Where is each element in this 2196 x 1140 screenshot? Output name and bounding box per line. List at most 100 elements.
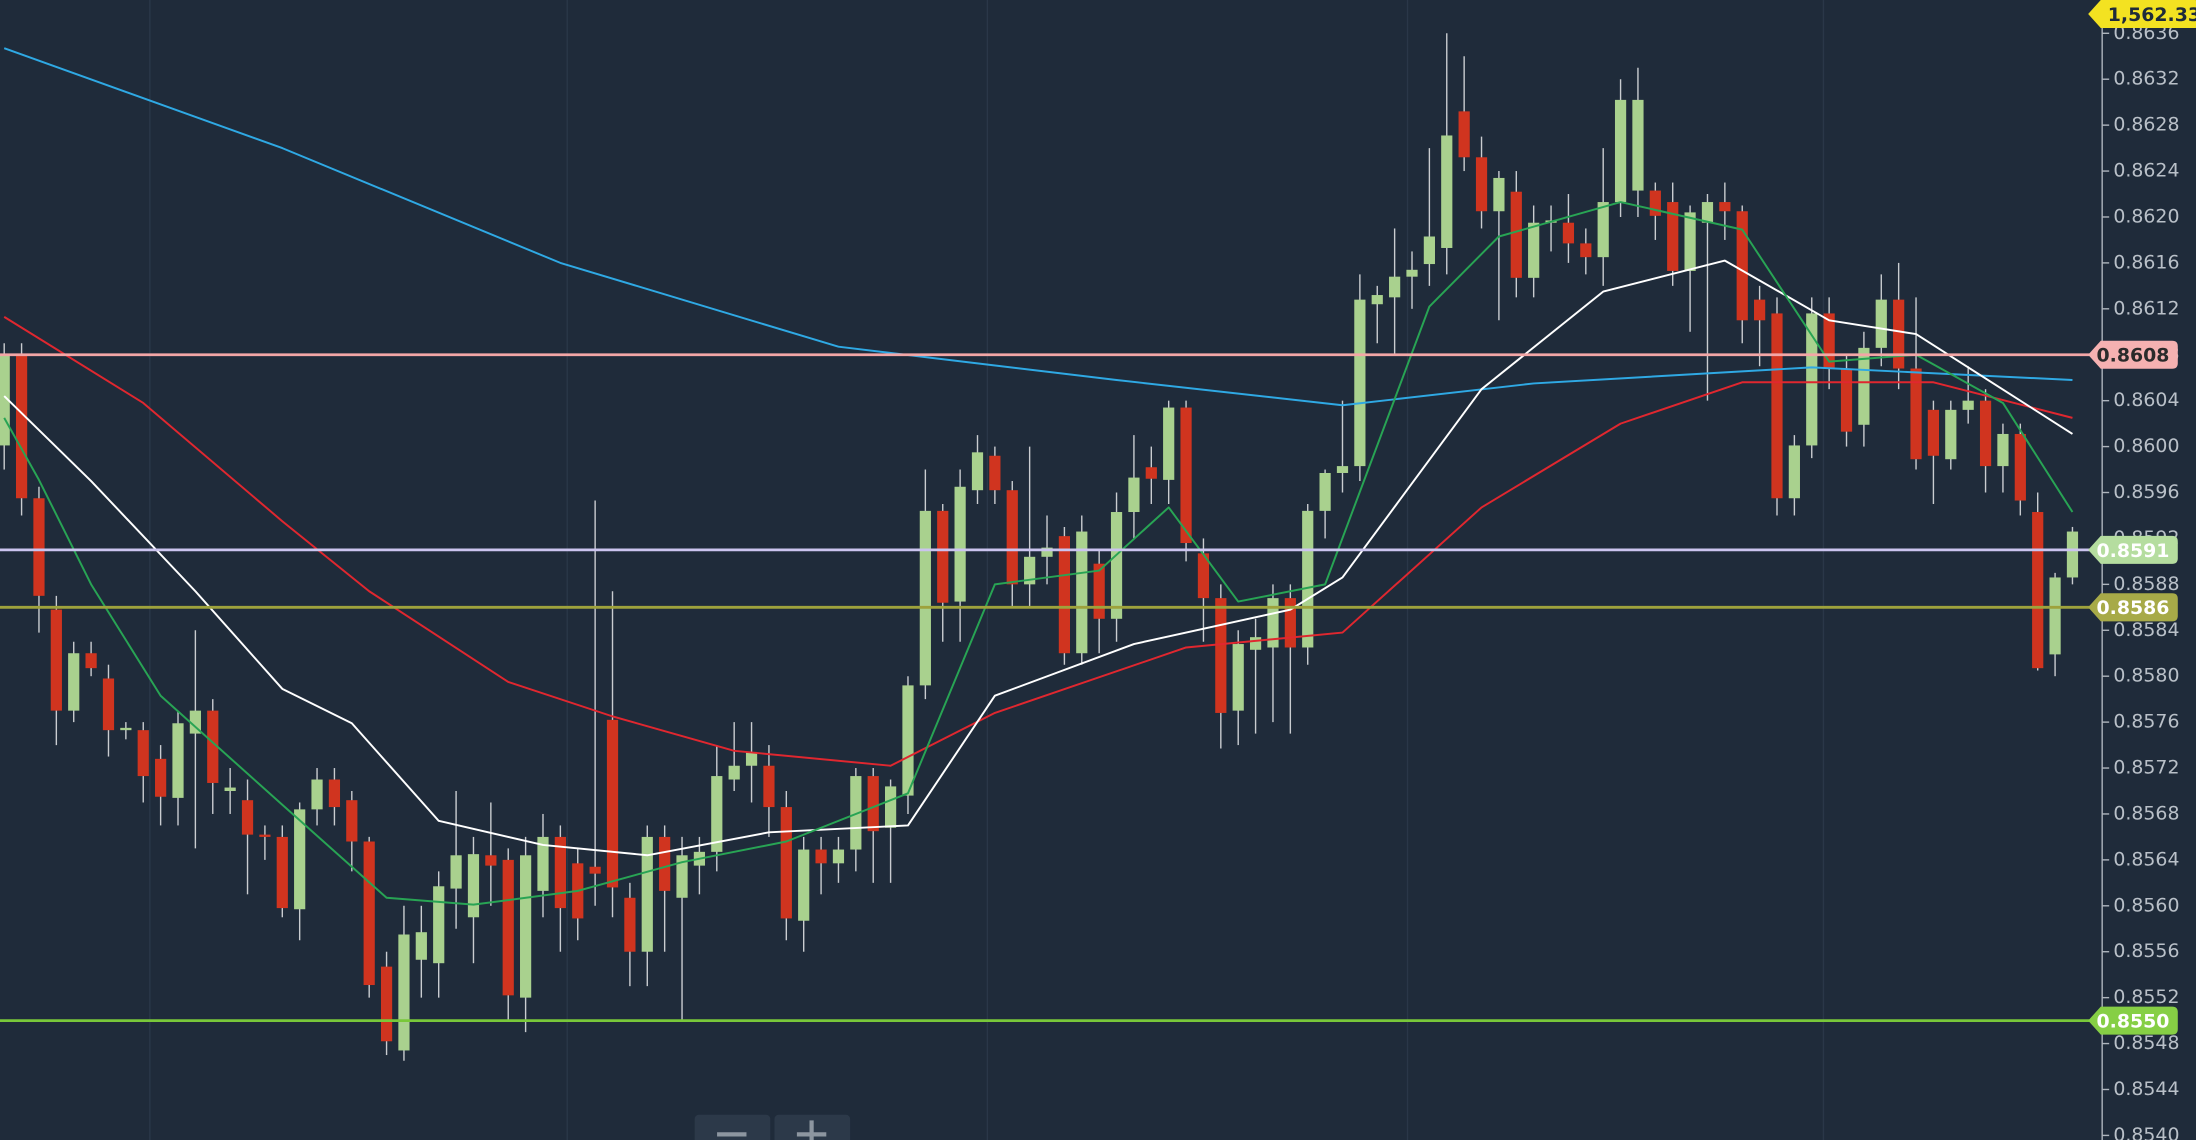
y-tick-label: 0.8624 bbox=[2113, 160, 2179, 182]
candle-body bbox=[1580, 243, 1592, 258]
candle-body bbox=[1493, 177, 1505, 212]
candle-body bbox=[1840, 368, 1853, 432]
candle-body bbox=[1058, 536, 1071, 654]
price-tag-label: 0.8586 bbox=[2097, 597, 2170, 619]
price-tag-label: 0.8608 bbox=[2097, 345, 2170, 367]
y-tick-label: 0.8600 bbox=[2113, 435, 2179, 457]
candle-body bbox=[867, 776, 879, 832]
candle-body bbox=[85, 653, 97, 669]
y-tick-label: 0.8628 bbox=[2113, 114, 2179, 136]
candle-body bbox=[1267, 598, 1279, 648]
y-tick-label: 0.8580 bbox=[2113, 665, 2179, 687]
price-tag bbox=[2088, 535, 2178, 564]
candle-body bbox=[954, 486, 966, 602]
y-tick-label: 0.8560 bbox=[2113, 894, 2179, 916]
top-price-tag bbox=[2088, 0, 2196, 29]
candle-body bbox=[398, 934, 410, 1051]
candle-body bbox=[1128, 477, 1140, 513]
candle-body bbox=[1962, 400, 1974, 410]
candle-body bbox=[2032, 512, 2044, 669]
y-tick-label: 0.8632 bbox=[2113, 68, 2179, 90]
y-tick-label: 0.8604 bbox=[2113, 389, 2179, 411]
moving-average-line bbox=[3, 259, 2073, 857]
candle-body bbox=[415, 932, 427, 960]
candle-body bbox=[102, 678, 115, 731]
candle-body bbox=[937, 510, 949, 603]
y-tick-label: 0.8548 bbox=[2113, 1032, 2179, 1054]
candle-body bbox=[1597, 202, 1609, 258]
y-tick-label: 0.8572 bbox=[2113, 757, 2179, 779]
moving-average-line bbox=[3, 201, 2074, 906]
price-tag bbox=[2088, 340, 2178, 369]
candle-body bbox=[1423, 236, 1435, 265]
candle-body bbox=[0, 354, 10, 446]
candle-body bbox=[259, 834, 271, 837]
candle-body bbox=[676, 855, 688, 898]
candle-body bbox=[276, 836, 288, 909]
candle-body bbox=[1788, 445, 1800, 499]
candle-body bbox=[1875, 299, 1887, 348]
candle-body bbox=[1945, 409, 1957, 460]
candle-body bbox=[502, 859, 514, 996]
candle-body bbox=[120, 727, 132, 731]
candle-body bbox=[1614, 99, 1627, 203]
candle-body bbox=[902, 685, 914, 796]
candle-body bbox=[1006, 490, 1018, 585]
candle-body bbox=[33, 498, 45, 596]
y-tick-label: 0.8556 bbox=[2113, 940, 2179, 962]
candle-body bbox=[919, 510, 931, 686]
candle-body bbox=[1632, 99, 1644, 191]
candle-body bbox=[641, 836, 653, 952]
candle-body bbox=[172, 723, 184, 798]
top-price-tag-label: 1,562.330 bbox=[2108, 4, 2196, 26]
candle-body bbox=[207, 710, 219, 783]
candle-body bbox=[659, 836, 671, 891]
candle-body bbox=[380, 966, 393, 1042]
price-tag-label: 0.8550 bbox=[2097, 1011, 2170, 1033]
y-tick-label: 0.8576 bbox=[2113, 711, 2179, 733]
candle-body bbox=[815, 849, 827, 864]
time-grid bbox=[149, 0, 1825, 1140]
candle-body bbox=[1528, 222, 1540, 278]
candle-body bbox=[450, 855, 462, 889]
zoom-out-button[interactable] bbox=[694, 1114, 771, 1140]
candle-body bbox=[1475, 157, 1488, 212]
candle-body bbox=[1110, 512, 1123, 619]
candle-body bbox=[1701, 202, 1714, 223]
y-tick-label: 0.8544 bbox=[2113, 1078, 2179, 1100]
candle-body bbox=[1649, 190, 1661, 216]
candle-body bbox=[1319, 472, 1331, 511]
candle-body bbox=[763, 765, 775, 808]
candle-body bbox=[1736, 211, 1748, 321]
candle-body bbox=[606, 719, 619, 888]
candle-body bbox=[1389, 276, 1401, 298]
candle-body bbox=[884, 786, 897, 828]
candle-body bbox=[1510, 191, 1522, 278]
price-tags: 0.8608 0.8591 0.8586 0.8550 1,562.330 bbox=[2088, 0, 2196, 1035]
y-tick-label: 0.8564 bbox=[2113, 848, 2179, 870]
candle-body bbox=[832, 849, 845, 864]
candle-body bbox=[989, 455, 1001, 491]
y-tick-label: 0.8612 bbox=[2113, 297, 2179, 319]
candle-body bbox=[2049, 577, 2061, 655]
candle-body bbox=[1997, 433, 2009, 467]
candle-body bbox=[1215, 598, 1227, 713]
candle-body bbox=[311, 779, 323, 810]
candle-body bbox=[1979, 400, 1992, 467]
candle-body bbox=[363, 841, 375, 986]
candle-body bbox=[1302, 510, 1314, 648]
candle-body bbox=[68, 653, 80, 711]
candle-body bbox=[294, 809, 306, 910]
candle-body bbox=[537, 836, 549, 891]
y-tick-label: 0.8596 bbox=[2113, 481, 2179, 503]
candle-body bbox=[241, 800, 254, 835]
candle-body bbox=[1371, 295, 1383, 305]
candle-body bbox=[554, 836, 566, 909]
candle-body bbox=[520, 855, 532, 998]
candle-body bbox=[189, 710, 201, 734]
moving-average-line bbox=[3, 316, 2073, 767]
candle-body bbox=[589, 866, 601, 874]
y-tick-label: 0.8620 bbox=[2113, 205, 2179, 227]
candle-body bbox=[850, 776, 862, 850]
